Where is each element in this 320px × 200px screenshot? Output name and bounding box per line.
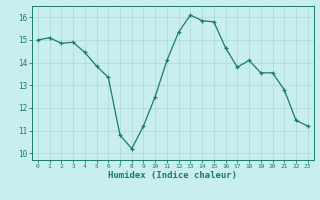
X-axis label: Humidex (Indice chaleur): Humidex (Indice chaleur) [108,171,237,180]
